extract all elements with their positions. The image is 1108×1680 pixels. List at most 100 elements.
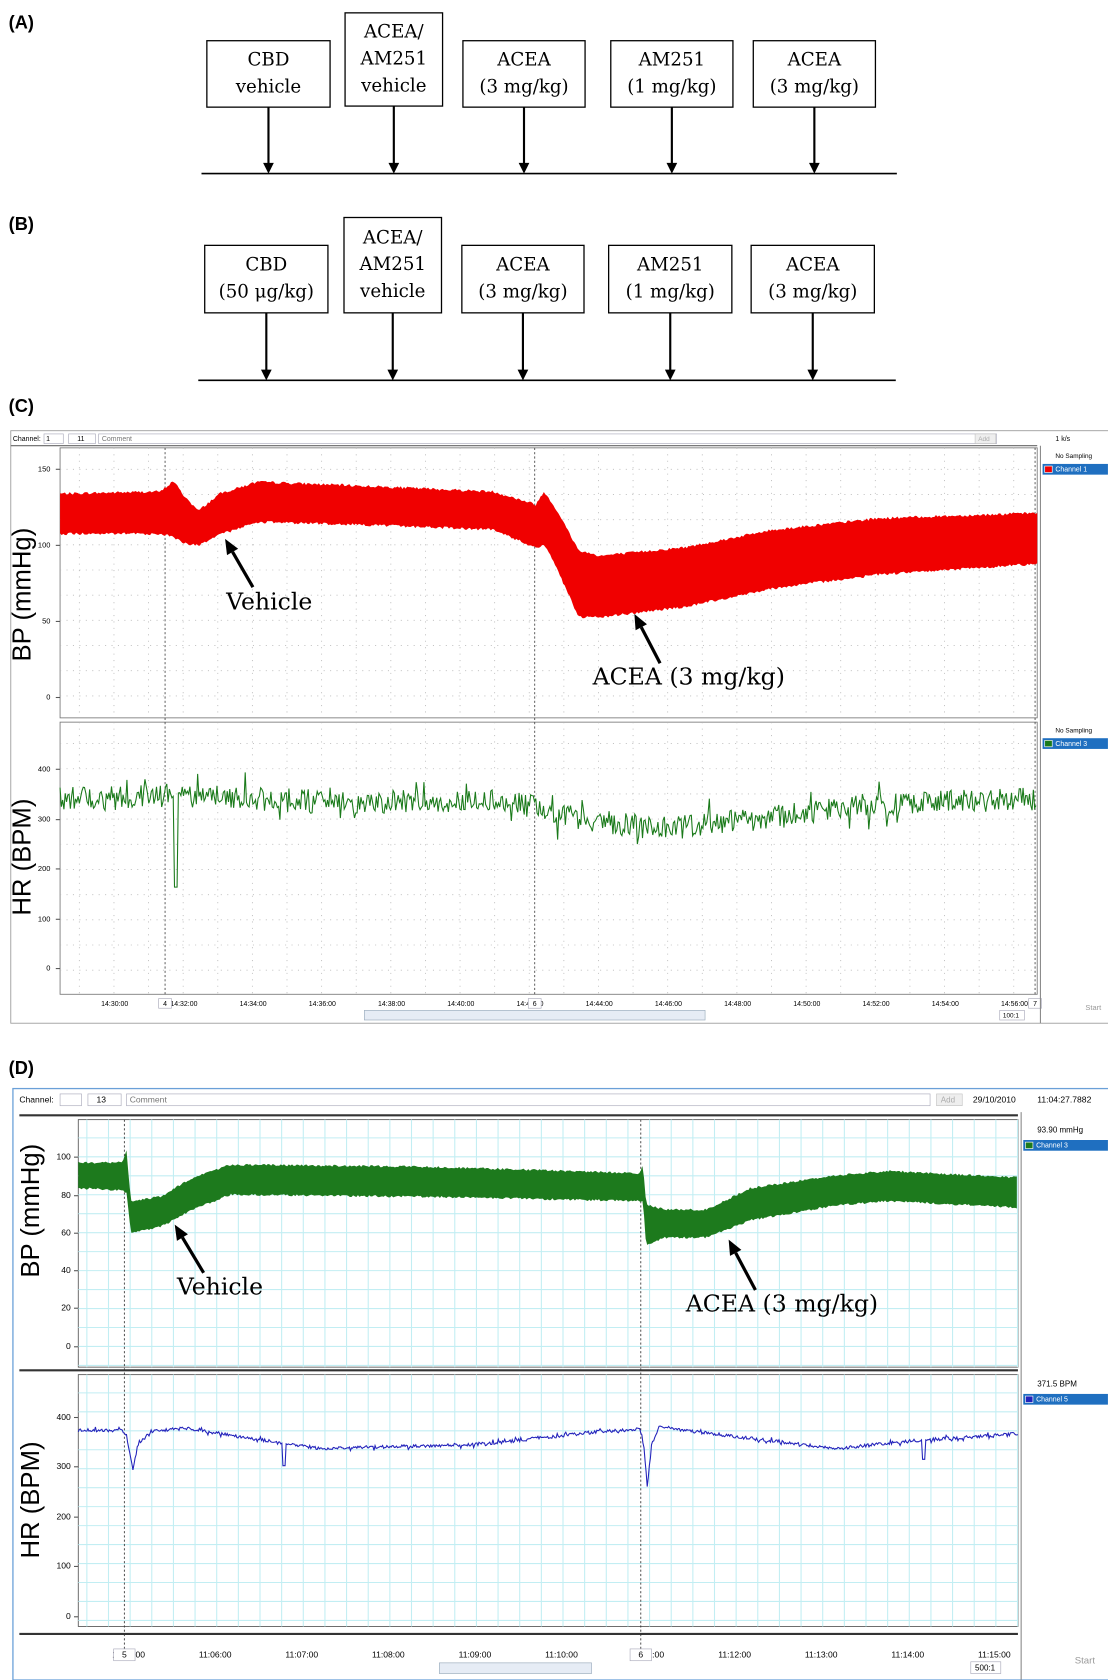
annotation: ACEA (3 mg/kg) [592, 663, 785, 691]
treatment-text: (1 mg/kg) [627, 76, 716, 97]
treatment-text: AM251 [636, 255, 704, 276]
channel-swatch [1025, 1395, 1034, 1403]
toolbar-text: Channel: [19, 1095, 53, 1105]
scrollbar[interactable] [364, 1010, 706, 1021]
treatment-box [343, 216, 443, 314]
channel-swatch [1044, 465, 1053, 473]
add-button[interactable] [974, 433, 996, 444]
plot-area [59, 447, 1038, 719]
status-text: No Sampling [1055, 453, 1092, 460]
y-tick-label: 400 [38, 764, 51, 773]
treatment-box [462, 40, 586, 108]
annotation-arrow [181, 1236, 206, 1274]
annotation: Vehicle [176, 1272, 263, 1300]
add-button[interactable] [936, 1093, 963, 1106]
x-tick-label: 14:34:00 [240, 1001, 267, 1008]
x-tick-label: 14:46:00 [655, 1001, 682, 1008]
treatment-text: vehicle [359, 281, 425, 302]
treatment-text: (50 μg/kg) [219, 282, 314, 303]
x-tick-label: 14:38:00 [378, 1001, 405, 1008]
y-tick-label: 200 [38, 864, 51, 873]
x-tick-label: 11:12:00 [718, 1650, 751, 1660]
treatment-text: (1 mg/kg) [626, 282, 715, 303]
x-tick-label: 11:08:00 [372, 1650, 405, 1660]
status-text: No Sampling [1055, 727, 1092, 734]
treatment-text: CBD [248, 50, 290, 71]
treatment-box [610, 40, 734, 108]
treatment-text: AM251 [638, 50, 706, 71]
input-box [87, 1093, 122, 1107]
x-tick-label: 14:32:00 [170, 1001, 197, 1008]
zoom-text: 500:1 [975, 1663, 996, 1672]
y-tick-label: 50 [42, 616, 50, 625]
input-box [126, 1093, 931, 1107]
y-tick-label: 0 [66, 1341, 71, 1351]
treatment-text: ACEA [495, 255, 550, 276]
input-box [999, 1010, 1025, 1021]
toolbar-text: Add [978, 436, 990, 443]
channel-name: Channel 3 [1036, 1143, 1068, 1150]
toolbar-text: Comment [130, 1095, 168, 1105]
input-box [113, 1648, 136, 1662]
treatment-text: vehicle [360, 75, 426, 96]
y-tick-label: 100 [56, 1561, 71, 1571]
input-box [527, 998, 542, 1009]
arrow-head [809, 162, 820, 174]
arrow-head [260, 369, 272, 381]
y-tick-label: 200 [56, 1511, 71, 1521]
treatment-box [608, 244, 733, 314]
treatment-box [204, 244, 329, 314]
input-box [59, 1093, 82, 1107]
comment-marker: 6 [533, 1001, 537, 1008]
treatment-text: (3 mg/kg) [768, 282, 857, 303]
toolbar-text: 13 [96, 1095, 106, 1105]
input-box [158, 998, 172, 1009]
treatment-text: ACEA [787, 50, 842, 71]
toolbar-text: 1 [46, 436, 50, 443]
y-tick-label: 300 [56, 1461, 71, 1471]
input-box [1028, 998, 1042, 1009]
signal-trace [77, 1425, 1019, 1487]
toolbar-text: 11:04:27.7882 [1037, 1095, 1091, 1105]
comment-marker: 6 [638, 1650, 643, 1660]
annotation-arrowhead [634, 613, 647, 631]
channel-bar [1042, 463, 1108, 475]
x-tick-label: 11:07:00 [285, 1650, 318, 1660]
plot-area [77, 1374, 1019, 1627]
treatment-text: CBD [245, 255, 287, 276]
status-text: 371.5 BPM [1037, 1379, 1077, 1388]
plot-area [77, 1119, 1019, 1368]
toolbar-text: Channel: [13, 436, 41, 443]
channel-swatch [1044, 740, 1053, 748]
x-tick-label: 11:13:00 [805, 1650, 838, 1660]
panel-label: (D) [9, 1058, 34, 1078]
scrollbar[interactable] [439, 1662, 592, 1674]
treatment-text: AM251 [358, 254, 426, 275]
comment-marker: 7 [1033, 1001, 1037, 1008]
x-tick-label: 14:30:00 [101, 1001, 128, 1008]
channel-name: Channel 5 [1036, 1397, 1068, 1404]
annotation-arrowhead [225, 538, 239, 556]
y-tick-label: 400 [56, 1412, 71, 1422]
start-button[interactable]: Start [1075, 1655, 1096, 1666]
annotation-arrow [734, 1252, 757, 1291]
treatment-text: AM251 [360, 48, 428, 69]
start-button[interactable]: Start [1085, 1003, 1102, 1012]
zoom-text: 100:1 [1003, 1012, 1019, 1019]
annotation-arrow [231, 551, 255, 588]
y-tick-label: 100 [56, 1151, 71, 1161]
y-tick-label: 40 [61, 1265, 71, 1275]
channel-swatch [1025, 1141, 1034, 1149]
arrow-head [517, 369, 529, 381]
signal-trace [59, 772, 1037, 888]
annotation: ACEA (3 mg/kg) [685, 1290, 878, 1318]
annotation-arrow [639, 626, 662, 664]
y-axis-title: BP (mmHg) [17, 1144, 45, 1278]
x-tick-label: 14:44:00 [586, 1001, 613, 1008]
input-box [98, 433, 997, 444]
treatment-text: ACEA/ [363, 22, 425, 43]
x-tick-label: 11:10:00 [545, 1650, 578, 1660]
treatment-box [344, 12, 444, 107]
treatment-box [461, 244, 585, 314]
